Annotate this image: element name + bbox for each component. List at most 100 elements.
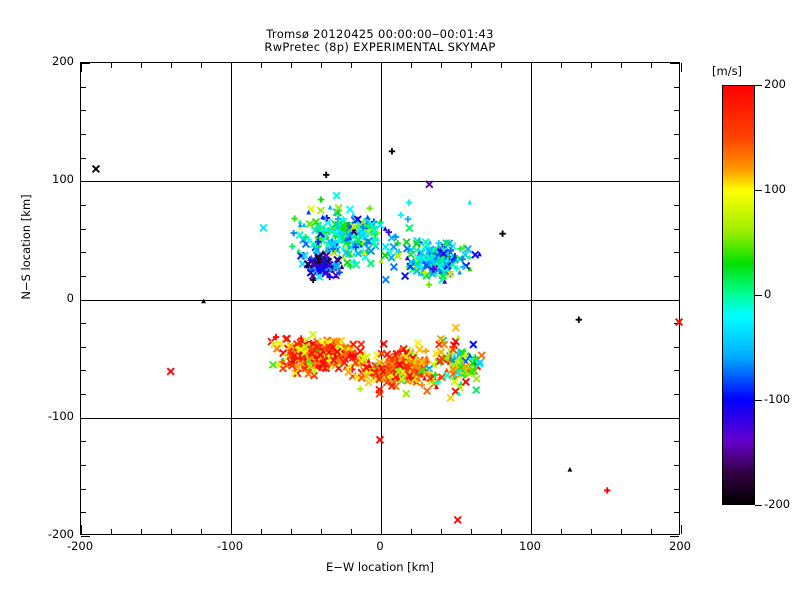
scatter-point [347, 244, 352, 250]
scatter-point [297, 225, 303, 231]
scatter-point [430, 259, 436, 265]
scatter-point [166, 367, 175, 376]
axis-tick [621, 63, 622, 68]
scatter-point [428, 269, 437, 278]
axis-tick [674, 228, 679, 230]
scatter-point [307, 349, 316, 358]
scatter-point [457, 245, 464, 253]
y-axis-title: N−S location [km] [19, 194, 33, 300]
scatter-point [297, 219, 303, 224]
axis-tick [81, 228, 86, 230]
scatter-point [404, 216, 412, 223]
scatter-point [393, 251, 403, 260]
scatter-point [291, 215, 298, 222]
scatter-point [296, 248, 302, 253]
scatter-point [467, 352, 473, 358]
scatter-point [417, 263, 425, 270]
colorbar-tick-label: 200 [764, 77, 786, 91]
scatter-point [389, 242, 398, 252]
scatter-point [405, 371, 414, 380]
y-tick-label: 200 [52, 54, 74, 68]
scatter-point [425, 246, 434, 255]
scatter-point [452, 353, 457, 359]
scatter-point [350, 222, 359, 231]
scatter-point [397, 375, 406, 384]
scatter-point [443, 371, 452, 380]
x-axis-title: E−W location [km] [325, 560, 435, 574]
scatter-point [461, 377, 470, 387]
scatter-point [425, 180, 434, 189]
scatter-point [415, 345, 424, 354]
scatter-point [394, 240, 401, 247]
scatter-point [442, 279, 448, 284]
scatter-point [301, 342, 310, 351]
y-tick-label: 100 [52, 172, 74, 187]
scatter-point [364, 368, 370, 373]
scatter-point [424, 371, 429, 377]
scatter-point [345, 205, 355, 214]
scatter-point [344, 367, 353, 377]
scatter-point [339, 264, 345, 269]
scatter-point [421, 269, 429, 276]
axis-tick [670, 536, 679, 537]
scatter-point [365, 214, 370, 220]
scatter-point [363, 240, 370, 247]
scatter-point [347, 263, 354, 270]
scatter-point [414, 338, 423, 347]
scatter-point [440, 340, 449, 349]
scatter-point [382, 226, 388, 231]
scatter-point [312, 268, 318, 273]
scatter-point [311, 217, 320, 226]
axis-tick [81, 275, 86, 277]
scatter-point [385, 229, 392, 236]
axis-tick [531, 525, 532, 534]
scatter-point [332, 261, 341, 270]
axis-tick [670, 299, 679, 301]
axis-tick [674, 157, 679, 159]
scatter-point [463, 371, 471, 378]
scatter-point [290, 351, 299, 360]
axis-tick [411, 63, 412, 68]
scatter-point [372, 351, 382, 360]
scatter-point [315, 225, 325, 234]
scatter-point [308, 271, 317, 281]
scatter-point [499, 230, 506, 237]
axis-tick [81, 63, 90, 64]
scatter-point [436, 334, 445, 343]
axis-tick [261, 529, 262, 534]
scatter-point [308, 351, 317, 360]
scatter-point [434, 384, 439, 390]
axis-tick [81, 181, 90, 183]
scatter-point [402, 389, 411, 398]
scatter-point [366, 247, 376, 256]
scatter-point [305, 220, 314, 229]
scatter-point [604, 487, 611, 494]
scatter-point [375, 385, 384, 394]
scatter-point [325, 343, 334, 352]
y-tick-label: -200 [47, 527, 74, 541]
scatter-point [278, 364, 288, 373]
axis-tick [171, 529, 172, 534]
scatter-point [459, 255, 466, 263]
scatter-point [412, 239, 421, 248]
axis-tick [201, 63, 202, 68]
scatter-point [453, 265, 460, 272]
axis-tick [441, 63, 442, 68]
scatter-point [460, 263, 467, 271]
scatter-point [337, 230, 344, 238]
scatter-point [375, 358, 384, 367]
gridline-vertical [231, 63, 233, 534]
scatter-point [320, 214, 326, 220]
scatter-point [472, 374, 481, 383]
scatter-point [430, 265, 438, 273]
scatter-point [477, 251, 482, 257]
scatter-point [357, 385, 364, 393]
colorbar-tick-label: 0 [764, 287, 772, 301]
scatter-point [425, 364, 434, 373]
scatter-point [382, 378, 391, 387]
scatter-point [353, 215, 362, 224]
axis-tick [321, 63, 322, 68]
title-line-2: RwPretec (8p) EXPERIMENTAL SKYMAP [264, 40, 496, 54]
gridline-horizontal [81, 299, 679, 301]
axis-tick [674, 252, 679, 254]
